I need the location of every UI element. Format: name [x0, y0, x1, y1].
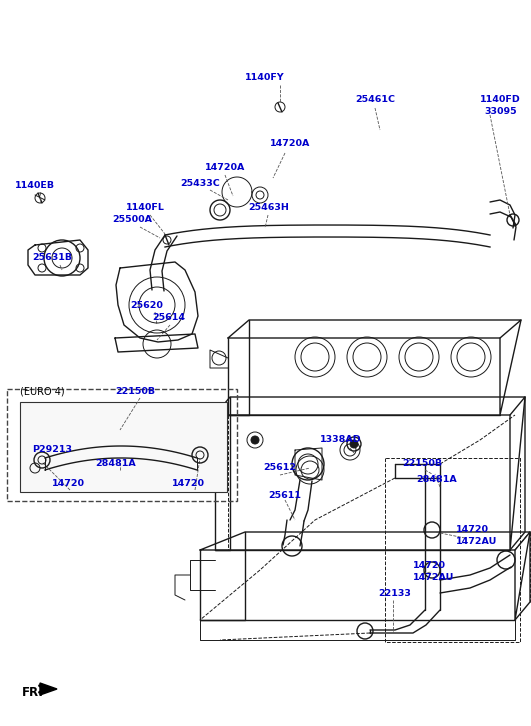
Text: 14720: 14720 [172, 478, 205, 487]
Text: (EURO 4): (EURO 4) [20, 387, 65, 397]
Text: 1140FY: 1140FY [245, 73, 285, 81]
Text: 25463H: 25463H [248, 203, 289, 213]
Text: 25620: 25620 [130, 301, 163, 309]
Text: 25614: 25614 [152, 314, 185, 322]
Text: 25433C: 25433C [180, 179, 220, 187]
Text: 1338AD: 1338AD [320, 436, 362, 444]
Circle shape [350, 440, 358, 448]
Text: 22150B: 22150B [115, 388, 155, 396]
Text: 1472AU: 1472AU [456, 537, 498, 547]
Text: 14720A: 14720A [205, 163, 245, 173]
Text: 25461C: 25461C [355, 96, 395, 105]
Text: 1140FL: 1140FL [126, 203, 165, 213]
Text: 14720: 14720 [52, 478, 85, 487]
Text: 25612: 25612 [263, 463, 296, 473]
Text: P29213: P29213 [32, 446, 72, 454]
Text: 22150B: 22150B [402, 460, 442, 468]
Bar [20, 402, 227, 492]
Text: 1472AU: 1472AU [413, 573, 455, 582]
Text: 14720: 14720 [413, 560, 446, 569]
Text: FR.: FR. [22, 687, 44, 699]
Text: 25631B: 25631B [32, 253, 72, 263]
Text: 1140EB: 1140EB [15, 181, 55, 189]
Text: 28481A: 28481A [95, 460, 136, 468]
Text: 25611: 25611 [268, 491, 301, 499]
Text: 25500A: 25500A [112, 216, 152, 224]
Circle shape [251, 436, 259, 444]
Text: 28481A: 28481A [416, 476, 457, 484]
Text: 14720A: 14720A [270, 139, 311, 147]
Text: 1140FD: 1140FD [480, 96, 521, 105]
Text: 22133: 22133 [378, 590, 411, 598]
Text: 33095: 33095 [484, 107, 517, 116]
Polygon shape [40, 683, 57, 695]
Text: 14720: 14720 [456, 526, 489, 534]
